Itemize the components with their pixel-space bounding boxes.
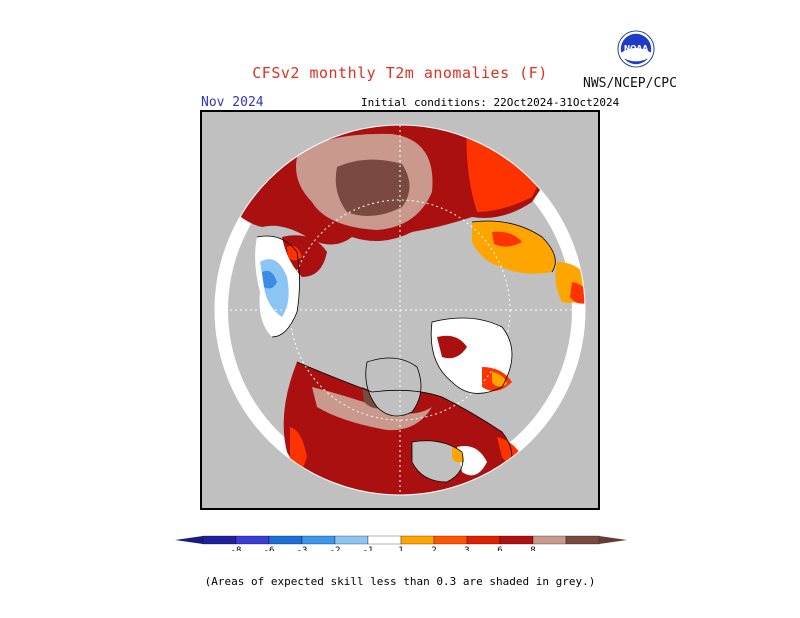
- noaa-logo: NOAA: [617, 30, 655, 68]
- colorbar: -8 -6 -3 -2 -1 1 2 3 6 8: [175, 535, 627, 551]
- colorbar-segment: [466, 535, 501, 545]
- polar-map: [202, 112, 598, 508]
- svg-text:NOAA: NOAA: [624, 44, 648, 53]
- skill-note: (Areas of expected skill less than 0.3 a…: [204, 575, 596, 588]
- colorbar-segment: [301, 535, 336, 545]
- agency-label: NWS/NCEP/CPC: [583, 76, 677, 91]
- initial-conditions-label: Initial conditions: 22Oct2024-31Oct2024: [361, 96, 620, 109]
- colorbar-tick-label: 8: [530, 546, 535, 551]
- colorbar-tick-label: -1: [363, 546, 374, 551]
- month-label: Nov 2024: [201, 95, 264, 110]
- colorbar-segment: [565, 535, 600, 545]
- colorbar-tick-label: -2: [330, 546, 341, 551]
- colorbar-left-arrow: [175, 536, 203, 544]
- colorbar-segment: [532, 535, 567, 545]
- colorbar-segment: [433, 535, 468, 545]
- colorbar-right-arrow: [599, 536, 627, 544]
- colorbar-segment: [268, 535, 303, 545]
- colorbar-tick-label: 2: [431, 546, 436, 551]
- map-title: CFSv2 monthly T2m anomalies (F): [252, 64, 548, 82]
- extreme-warm-anomaly: [335, 159, 410, 216]
- colorbar-tick-label: 3: [464, 546, 469, 551]
- colorbar-segment: [334, 535, 369, 545]
- polar-map-frame: [200, 110, 600, 510]
- colorbar-segment: [400, 535, 435, 545]
- greenland-region: [365, 358, 421, 416]
- colorbar-segment: [499, 535, 534, 545]
- colorbar-segment: [235, 535, 270, 545]
- colorbar-tick-label: 6: [497, 546, 502, 551]
- colorbar-segment: [202, 535, 237, 545]
- colorbar-tick-label: 1: [398, 546, 403, 551]
- colorbar-tick-label: -8: [231, 546, 242, 551]
- colorbar-segment: [367, 535, 402, 545]
- colorbar-tick-label: -3: [297, 546, 308, 551]
- colorbar-tick-label: -6: [264, 546, 275, 551]
